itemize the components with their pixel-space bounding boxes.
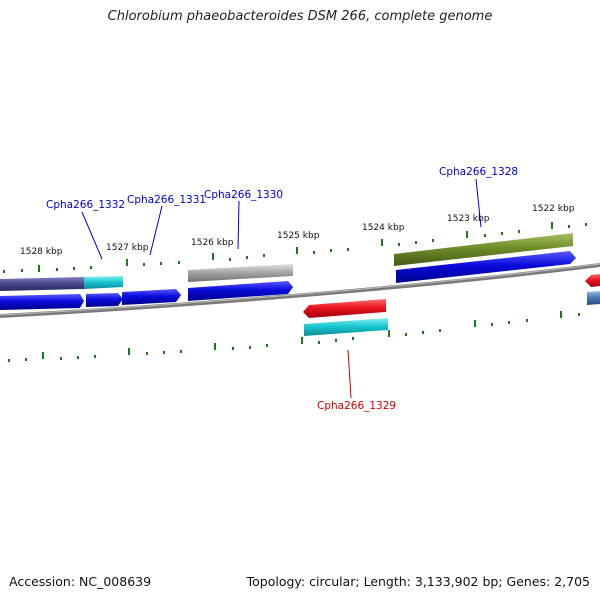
cds-forward-a[interactable]	[0, 294, 84, 310]
reverse-cds-track	[303, 274, 600, 336]
gene-label-leaders	[81, 178, 482, 399]
cds-reverse-1329[interactable]	[303, 299, 386, 318]
tick-label-1528: 1528 kbp	[20, 247, 63, 257]
outer-feature-track	[0, 233, 573, 291]
gene-label-cpha266-1329[interactable]: Cpha266_1329	[317, 400, 396, 412]
cds-forward-1330[interactable]	[188, 281, 293, 301]
tick-label-1523: 1523 kbp	[447, 214, 490, 224]
tick-label-1526: 1526 kbp	[191, 238, 234, 248]
cds-forward-1331[interactable]	[122, 289, 181, 305]
topology-text: Topology: circular; Length: 3,133,902 bp…	[246, 574, 590, 589]
outer-tick-row	[3, 222, 587, 273]
forward-cds-track	[0, 251, 600, 310]
feature-cyan-1329[interactable]	[304, 318, 388, 336]
accession-text: Accession: NC_008639	[9, 574, 152, 589]
feature-cyan-1332[interactable]	[84, 276, 123, 289]
map-title: Chlorobium phaeobacteroides DSM 266, com…	[107, 9, 493, 24]
tick-label-1527: 1527 kbp	[106, 243, 149, 253]
tick-label-1524: 1524 kbp	[362, 223, 405, 233]
genome-backbone	[0, 263, 600, 318]
feature-slate[interactable]	[0, 277, 84, 291]
tick-label-1522: 1522 kbp	[532, 204, 575, 214]
gene-label-cpha266-1332[interactable]: Cpha266_1332	[46, 199, 125, 211]
tick-label-1525: 1525 kbp	[277, 231, 320, 241]
inner-tick-row	[8, 311, 580, 362]
cds-forward-1328[interactable]	[396, 251, 576, 283]
gene-label-cpha266-1330[interactable]: Cpha266_1330	[204, 189, 283, 201]
cds-forward-b[interactable]	[86, 293, 123, 307]
cds-reverse-edge[interactable]	[585, 274, 600, 287]
cds-forward-edge[interactable]	[587, 291, 600, 305]
gene-label-cpha266-1331[interactable]: Cpha266_1331	[127, 194, 206, 206]
gene-label-cpha266-1328[interactable]: Cpha266_1328	[439, 166, 518, 178]
feature-olive-1328[interactable]	[394, 233, 573, 266]
feature-gray-1330[interactable]	[188, 264, 293, 282]
